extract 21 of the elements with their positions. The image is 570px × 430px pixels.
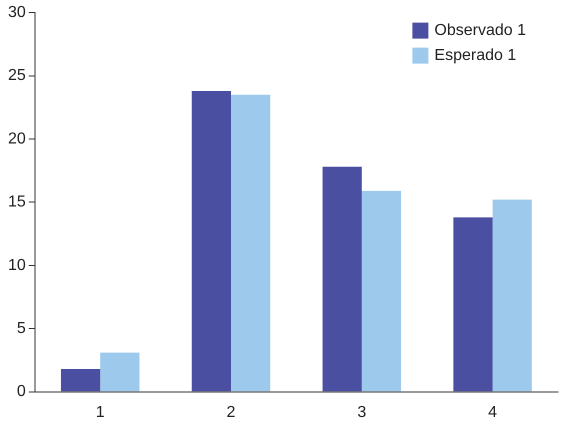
bar [192,90,231,392]
y-tick-label: 30 [8,4,26,22]
bar [453,217,493,392]
x-tick-label: 3 [357,404,366,421]
bar [100,352,140,392]
y-tick-label: 5 [16,320,26,338]
y-tick-label: 0 [16,383,26,400]
bar [231,94,270,392]
legend-label: Observado 1 [434,22,526,40]
y-tick-label: 10 [8,256,26,274]
bar [60,369,100,392]
bar [362,190,402,392]
x-tick-label: 4 [488,404,498,421]
x-tick-label: 2 [226,404,236,421]
x-tick-label: 1 [96,404,105,421]
y-tick-label: 25 [8,67,26,84]
bar [322,166,362,392]
bar [492,200,532,392]
legend-label: Esperado 1 [434,47,516,64]
y-tick-label: 15 [8,194,26,211]
y-tick-label: 20 [8,130,26,148]
